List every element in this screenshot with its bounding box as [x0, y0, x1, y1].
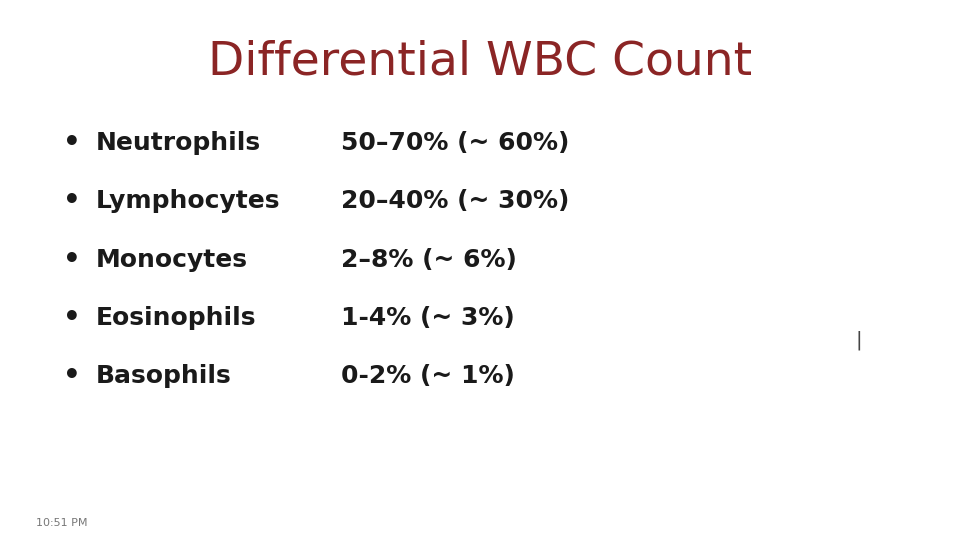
Text: •: •	[63, 187, 81, 215]
Text: 10:51 PM: 10:51 PM	[36, 518, 88, 528]
Text: •: •	[63, 304, 81, 332]
Text: 1-4% (~ 3%): 1-4% (~ 3%)	[341, 306, 515, 330]
Text: Lymphocytes: Lymphocytes	[96, 190, 280, 213]
Text: Basophils: Basophils	[96, 364, 231, 388]
Text: •: •	[63, 246, 81, 274]
Text: 20–40% (~ 30%): 20–40% (~ 30%)	[341, 190, 569, 213]
Text: 2–8% (~ 6%): 2–8% (~ 6%)	[341, 248, 516, 272]
Text: 50–70% (~ 60%): 50–70% (~ 60%)	[341, 131, 569, 155]
Text: •: •	[63, 362, 81, 390]
Text: Differential WBC Count: Differential WBC Count	[208, 39, 752, 85]
Text: •: •	[63, 129, 81, 157]
Text: Eosinophils: Eosinophils	[96, 306, 256, 330]
Text: |: |	[856, 330, 862, 350]
Text: 0-2% (~ 1%): 0-2% (~ 1%)	[341, 364, 515, 388]
Text: Monocytes: Monocytes	[96, 248, 248, 272]
Text: Neutrophils: Neutrophils	[96, 131, 261, 155]
